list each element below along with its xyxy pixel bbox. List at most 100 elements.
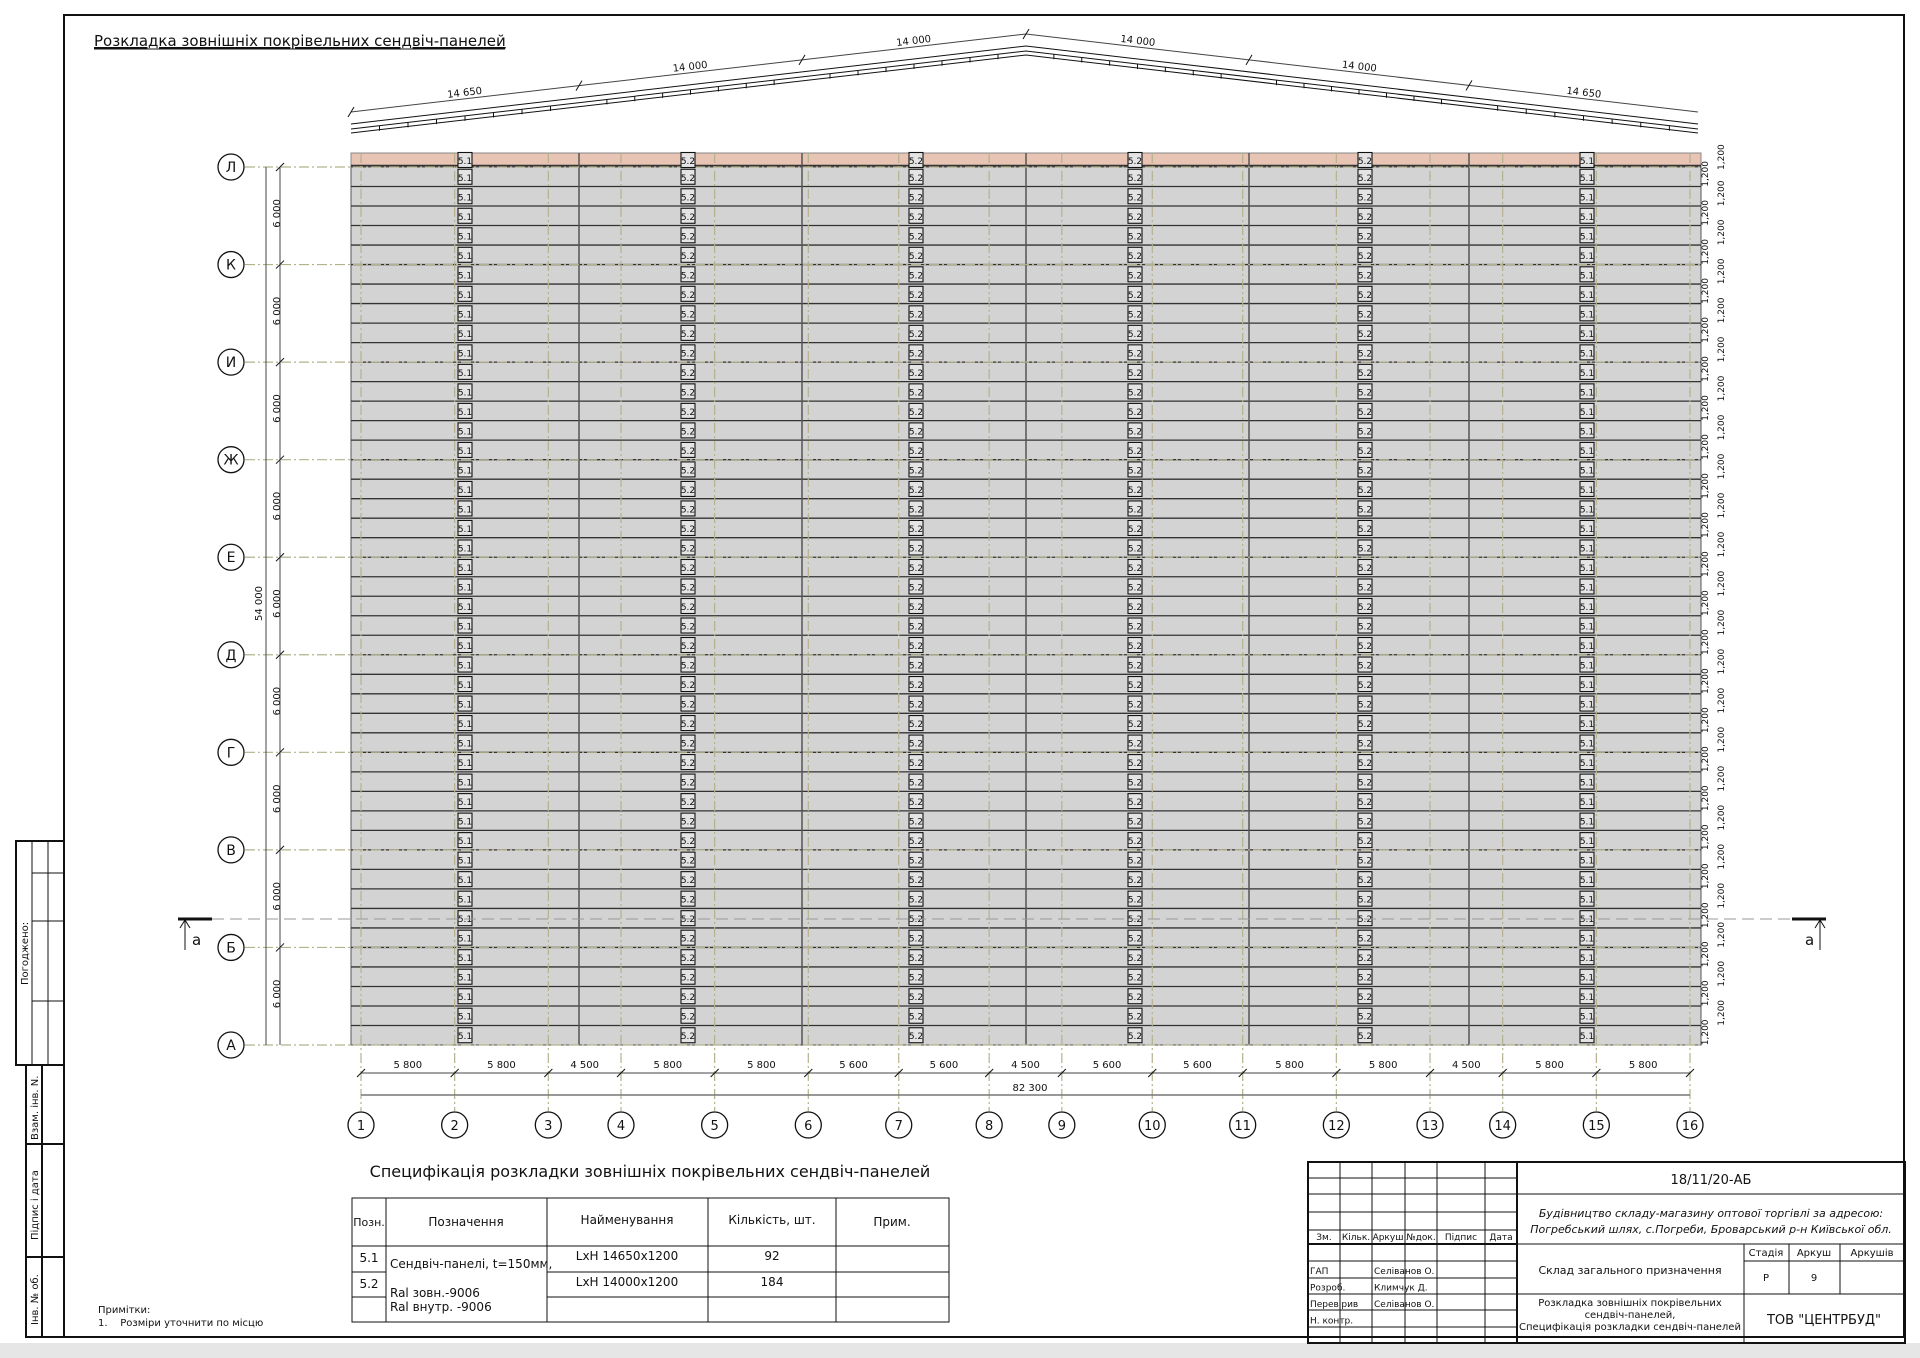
panel-tag-box [1579,207,1595,224]
spec-row-name: LxH 14000x1200 [576,1275,678,1289]
panel-tag: 5.1 [458,486,472,496]
panel-tag-box [908,910,924,927]
roof-dim-label: 14 650 [447,86,483,101]
panel-tag: 5.2 [1128,349,1142,359]
row-axis-label: Д [226,648,237,664]
panel-tag: 5.2 [1358,837,1372,847]
panel-tag: 5.2 [681,252,695,262]
panel-tag: 5.2 [1128,642,1142,652]
panel-tag-box [1579,890,1595,907]
panel-tag-box [1579,656,1595,673]
panel-height-dim-label: 1,200 [1717,922,1727,948]
panel-tag-box [1127,832,1143,849]
panel-tag-box [680,151,696,169]
roof-dim-line [801,33,1027,61]
row-axis-label: В [226,843,236,859]
panel-tag-box [457,188,473,205]
panel-tag-box [908,227,924,244]
dim-tick [1465,80,1473,91]
left-stamp: Погоджено: Взам. інв. N. Підпис і дата І… [15,840,65,1338]
panel-tag: 5.2 [1128,213,1142,223]
panel-tag: 5.2 [1128,447,1142,457]
panel-tag-box [1127,422,1143,439]
panel-tag-box [1357,188,1373,205]
panel-tag-box [1579,1007,1595,1024]
panel-tag-box [680,402,696,419]
panel-tag-box [457,1027,473,1044]
panel-tag-box [680,285,696,302]
panel-tag: 5.2 [1128,857,1142,867]
panel-tag-box [457,832,473,849]
panel-tag-box [680,812,696,829]
panel-tag-box [457,227,473,244]
panel-tag: 5.2 [681,583,695,593]
panel-tag: 5.2 [1128,252,1142,262]
object-name: Склад загального призначення [1538,1264,1721,1277]
panel-tag-box [1579,285,1595,302]
total-column-dim-label: 82 300 [1013,1083,1048,1094]
column-axis-label: 4 [617,1119,625,1134]
panel-tag-box [457,695,473,712]
panel-tag: 5.1 [458,544,472,554]
panel-tag: 5.2 [681,193,695,203]
spec-designation-line: Ral зовн.-9006 [390,1286,480,1300]
panel-tag-box [1357,324,1373,341]
panel-tag: 5.1 [1580,252,1594,262]
panel-height-dim-label: 1,200 [1701,824,1711,850]
panel-tag: 5.1 [1580,818,1594,828]
panel-tag: 5.1 [1580,466,1594,476]
panel-tag-box [908,480,924,497]
panel-tag-box [680,324,696,341]
panel-tag-box [1579,636,1595,654]
panel-tag: 5.1 [1580,388,1594,398]
stamp-sign-date-label: Підпис і дата [29,1170,41,1240]
panel-tag-box [680,344,696,361]
panel-tag: 5.2 [1358,993,1372,1003]
panel-height-dim-label: 1,200 [1701,434,1711,460]
panel-tag: 5.2 [1358,310,1372,320]
panel-tag-box [457,597,473,615]
panel-tag-box [457,675,473,693]
panel-tag: 5.2 [1128,388,1142,398]
panel-tag: 5.2 [681,349,695,359]
panel-height-dim-label: 1,200 [1701,746,1711,772]
panel-tag-box [908,656,924,673]
panel-tag: 5.1 [458,720,472,730]
panel-tag: 5.2 [681,740,695,750]
panel-tag-box [1127,597,1143,615]
panel-tag: 5.1 [458,662,472,672]
row-axis-label: Б [226,940,236,956]
panel-tag-box [1357,480,1373,497]
panel-tag-box [1357,695,1373,712]
panel-tag: 5.2 [909,701,923,711]
panel-tag-box [1579,422,1595,439]
panel-tag: 5.2 [1128,330,1142,340]
column-dim-label: 4 500 [570,1060,599,1071]
panel-tag: 5.2 [681,623,695,633]
panel-tag: 5.2 [1358,564,1372,574]
row-axis-bubble [217,738,245,766]
rev-header: Підпис [1445,1233,1477,1243]
panel-tag-box [1127,793,1143,810]
panel-tag-box [680,207,696,224]
panel-tag: 5.2 [1358,857,1372,867]
panel-tag-box [1579,402,1595,419]
panel-tag: 5.1 [458,193,472,203]
panel-tag: 5.1 [1580,564,1594,574]
roof-dim-label: 14 650 [1566,86,1602,101]
panel-tag: 5.2 [681,544,695,554]
panel-height-dim-label: 1,200 [1717,336,1727,362]
panel-tag: 5.2 [681,837,695,847]
panel-tag: 5.2 [681,935,695,945]
dim-tick [275,260,285,269]
panel-tag: 5.1 [458,564,472,574]
panel-height-dim-label: 1,200 [1701,668,1711,694]
panel-tag-box [1579,793,1595,810]
column-dim-label: 5 600 [839,1060,868,1071]
panel-tag-box [680,695,696,712]
panel-tag-box [908,851,924,868]
panel-tag-box [1357,227,1373,244]
panel-tag: 5.1 [1580,623,1594,633]
panel-tag: 5.2 [1358,525,1372,535]
panel-tag: 5.2 [1358,232,1372,242]
